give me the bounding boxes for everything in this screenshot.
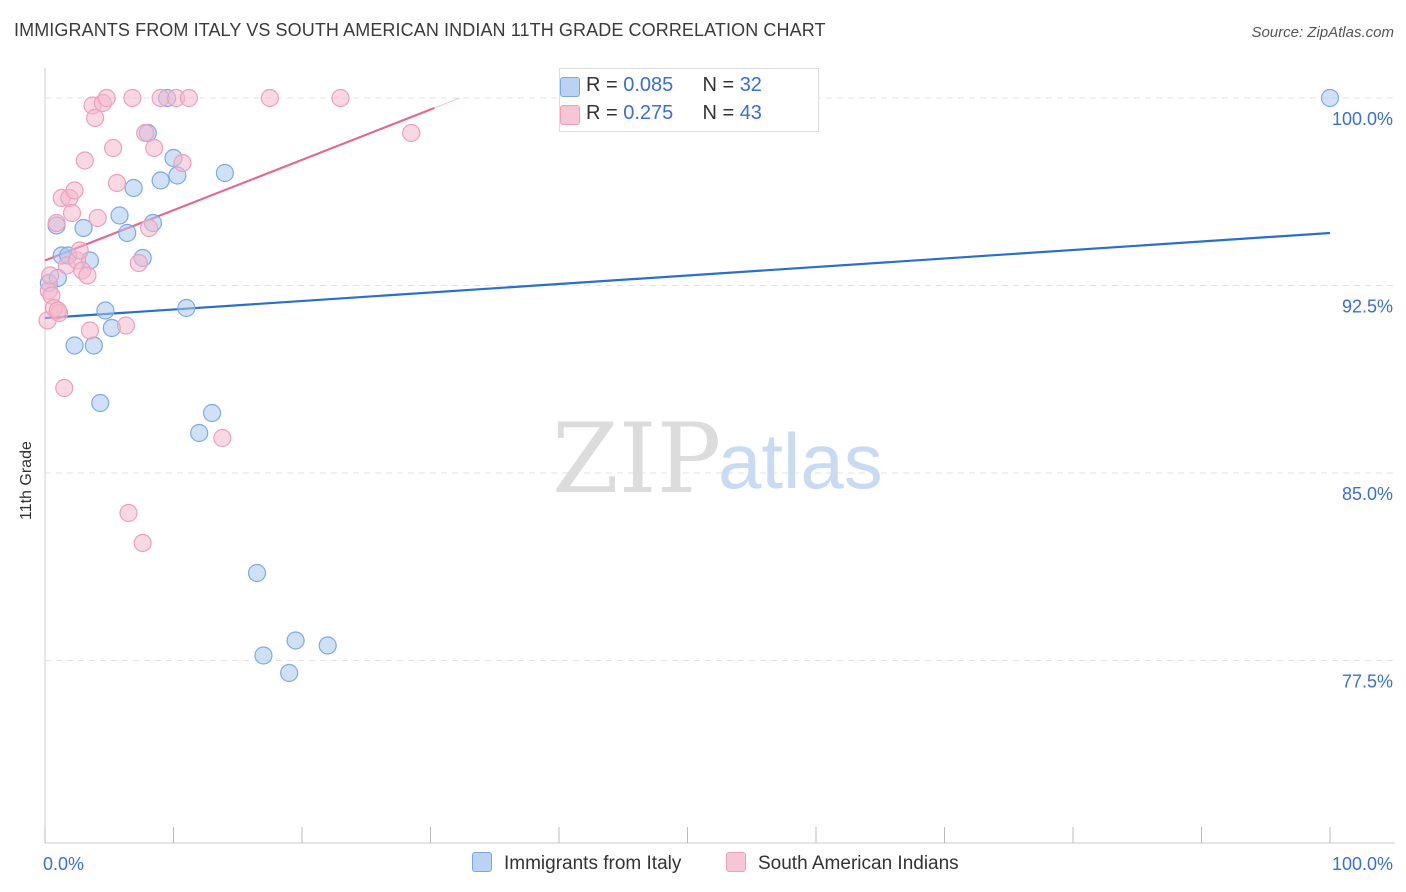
point-italy xyxy=(84,336,103,355)
trend-line-italy xyxy=(44,231,1331,320)
watermark: ZIP atlas xyxy=(552,403,883,515)
point-south-american xyxy=(78,266,97,285)
point-south-american xyxy=(70,241,89,260)
axes xyxy=(44,68,1395,844)
point-italy xyxy=(202,403,222,423)
point-south-american xyxy=(151,88,170,108)
point-italy xyxy=(151,171,170,190)
point-italy xyxy=(1320,88,1340,108)
source-label: Source: ZipAtlas.com xyxy=(1251,24,1394,41)
point-italy xyxy=(318,636,337,655)
trend-lines xyxy=(44,97,1331,320)
point-south-american xyxy=(213,428,232,448)
chart-title: IMMIGRANTS FROM ITALY VS SOUTH AMERICAN … xyxy=(14,20,826,40)
point-south-american xyxy=(260,88,279,108)
legend-r-value: 0.275 xyxy=(623,102,674,124)
point-italy xyxy=(177,298,196,318)
point-south-american xyxy=(48,301,67,320)
y-tick-label: 85.0% xyxy=(1342,484,1393,504)
point-italy xyxy=(286,631,305,650)
tick-labels: 77.5% 85.0% 92.5% 100.0% 0.0% 100.0% xyxy=(43,109,1393,874)
y-tick-label: 77.5% xyxy=(1342,672,1393,692)
legend-row-italy: R = 0.085 N = 32 xyxy=(560,74,762,97)
legend-n-label: N = xyxy=(702,74,735,96)
x-tick-label: 0.0% xyxy=(43,854,84,874)
point-south-american xyxy=(173,153,192,173)
point-south-american xyxy=(47,213,66,233)
legend-n-value: 32 xyxy=(739,74,762,96)
point-south-american xyxy=(123,88,142,108)
legend-swatch-blue xyxy=(472,852,492,872)
point-italy xyxy=(91,393,110,413)
point-italy xyxy=(96,301,115,320)
watermark-zip: ZIP xyxy=(552,403,721,515)
point-italy xyxy=(190,423,209,443)
legend-r-label: R = xyxy=(586,74,618,96)
point-italy xyxy=(118,223,137,243)
point-south-american xyxy=(139,218,159,238)
point-south-american xyxy=(88,208,107,228)
y-tick-label: 92.5% xyxy=(1342,297,1393,317)
y-tick-label: 100.0% xyxy=(1332,109,1393,129)
point-south-american xyxy=(62,203,82,223)
point-italy xyxy=(215,163,234,183)
point-south-american xyxy=(65,181,84,200)
legend-r-value: 0.085 xyxy=(623,74,674,96)
watermark-atlas: atlas xyxy=(718,417,883,505)
point-south-american xyxy=(402,123,421,143)
point-south-american xyxy=(107,173,127,193)
gridlines xyxy=(45,97,1395,661)
trend-line-extension xyxy=(434,97,461,109)
legend-swatch-pink xyxy=(560,105,580,125)
data-points xyxy=(38,88,1340,683)
point-italy xyxy=(280,663,299,683)
legend-n-label: N = xyxy=(702,102,735,124)
legend-n-value: 43 xyxy=(739,102,762,124)
legend-swatch-blue xyxy=(560,77,580,97)
point-south-american xyxy=(145,138,164,158)
point-south-american xyxy=(75,151,94,170)
point-south-american xyxy=(80,321,100,340)
point-south-american xyxy=(119,503,138,523)
point-south-american xyxy=(136,123,155,143)
point-south-american xyxy=(331,88,350,108)
bottom-legend-italy[interactable]: Immigrants from Italy xyxy=(472,852,681,875)
point-italy xyxy=(65,336,84,355)
legend-label-italy: Immigrants from Italy xyxy=(504,853,682,874)
point-south-american xyxy=(41,266,60,285)
stats-legend: R = 0.085 N = 32 R = 0.275 N = 43 xyxy=(559,68,819,132)
legend-label-south-american: South American Indians xyxy=(758,853,959,874)
legend-row-south-american: R = 0.275 N = 43 xyxy=(560,102,762,125)
legend-r-label: R = xyxy=(586,102,618,124)
point-south-american xyxy=(86,108,105,128)
bottom-legend-south-american[interactable]: South American Indians xyxy=(726,852,959,875)
point-south-american xyxy=(133,533,152,553)
point-south-american xyxy=(116,316,136,335)
point-italy xyxy=(247,563,267,583)
trend-line-south-american xyxy=(44,106,435,262)
point-italy xyxy=(110,206,129,225)
point-south-american xyxy=(55,378,74,398)
point-italy xyxy=(74,218,93,238)
x-tick-label: 100.0% xyxy=(1332,854,1393,874)
legend-swatch-pink xyxy=(726,852,746,872)
point-south-american xyxy=(97,88,116,108)
point-south-american xyxy=(129,253,148,273)
point-italy xyxy=(254,646,273,665)
point-south-american xyxy=(104,138,123,158)
point-italy xyxy=(124,178,143,198)
point-south-american xyxy=(179,88,199,108)
